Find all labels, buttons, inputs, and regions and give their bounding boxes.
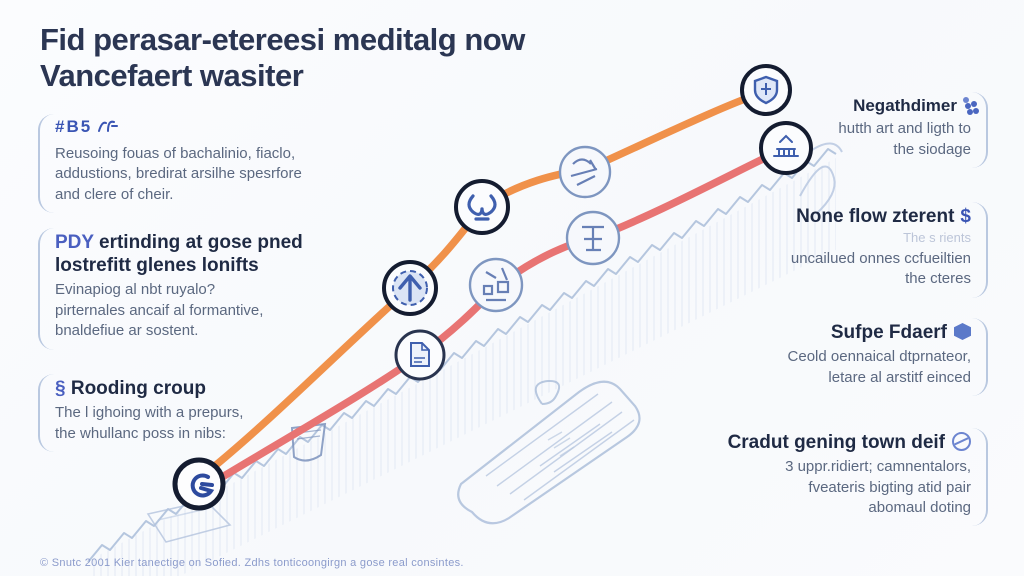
- heading-text: Negathdimer: [853, 96, 957, 115]
- handwriting-scribble-icon: [96, 119, 119, 140]
- document-icon: [394, 329, 446, 381]
- heading-text: Cradut gening town deif: [727, 432, 945, 453]
- heading-text: Sufpe Fdaerf: [830, 322, 947, 343]
- right-note-2: None flow zterent $ The s rients uncailue…: [723, 202, 988, 298]
- body-line: letare al arstitf einced: [828, 368, 971, 386]
- left-note-2-heading: PDY ertinding at gose pned lostrefitt gl…: [55, 231, 347, 277]
- gadget-scribble-icon: [468, 257, 524, 313]
- globe-slash-icon: [952, 432, 971, 451]
- body-line: Evinapiog al nbt ruyalo?: [55, 281, 216, 299]
- right-note-4-body: 3 uppr.ridiert; camnentalors, fveateris …: [675, 457, 971, 518]
- right-note-2-heading: None flow zterent $: [723, 205, 971, 228]
- heading-text: ertinding at gose pned: [99, 232, 303, 253]
- scribble-icon: [558, 145, 612, 199]
- body-line: and clere of cheir.: [55, 185, 174, 203]
- right-note-3-body: Ceold oennaical dtprnateor, letare al ar…: [723, 347, 971, 388]
- right-note-3: Sufpe Fdaerf Ceold oennaical dtprnateor,…: [723, 318, 988, 396]
- right-note-4: Cradut gening town deif 3 uppr.ridiert; …: [675, 428, 988, 527]
- fortress-icon: [759, 121, 813, 175]
- body-line: the siodage: [893, 140, 971, 158]
- right-note-1-heading: Negathdimer: [733, 95, 971, 116]
- left-note-1-body: Reusoing fouas of bachalinio, fiaclo, ad…: [55, 144, 337, 205]
- heading-text: None flow zterent: [796, 206, 955, 227]
- heading-text: lostrefitt glenes lonifts: [55, 255, 259, 277]
- body-line: bnaldefiue ar sostent.: [55, 322, 199, 340]
- section-icon: §: [55, 378, 66, 399]
- tag-text: #B5: [55, 117, 93, 136]
- body-line: uncailued onnes ccfueiltien: [790, 249, 971, 267]
- footer-credit: © Snutc 2001 Kier tanectige on Sofied. Z…: [40, 557, 464, 569]
- body-line: abomaul doting: [868, 498, 971, 516]
- left-note-1-tag: #B5: [55, 117, 337, 140]
- body-line: hutth art and ligth to: [838, 120, 971, 138]
- heading-prefix: PDY: [55, 232, 94, 253]
- right-note-2-body: uncailued onnes ccfueiltien the cteres: [723, 249, 971, 290]
- hexagon-icon: [954, 323, 971, 340]
- body-line: 3 uppr.ridiert; camnentalors,: [785, 458, 971, 476]
- up-arrow-icon: [382, 260, 438, 316]
- mountain-hatch-fill: [90, 158, 836, 576]
- heading-text: Rooding croup: [70, 378, 206, 399]
- title-line-2: Vancefaert wasiter: [40, 57, 304, 93]
- left-note-3: § Rooding croup The l ighoing with a pre…: [38, 374, 317, 452]
- left-note-2-body: Evinapiog al nbt ruyalo? pirternales anc…: [55, 280, 347, 341]
- title-line-1: Fid perasar-etereesi meditalg now: [40, 22, 525, 57]
- body-line: pirternales ancaif al formantive,: [55, 301, 264, 319]
- left-note-2: PDY ertinding at gose pned lostrefitt gl…: [38, 228, 347, 350]
- claw-icon: [454, 179, 510, 235]
- body-line: The l ighoing with a prepurs,: [55, 404, 244, 422]
- shield-icon: [740, 64, 792, 116]
- body-line: the cteres: [905, 270, 971, 288]
- right-note-1: Negathdimer hutth art and ligth to the s…: [733, 92, 988, 169]
- body-line: the whullanc poss in nibs:: [55, 424, 226, 442]
- left-note-3-body: The l ighoing with a prepurs, the whulla…: [55, 403, 317, 444]
- faint-subline: The s rients: [903, 230, 971, 246]
- right-note-4-heading: Cradut gening town deif: [675, 431, 971, 454]
- body-line: addustions, bredirat arsilhe spesrfore: [55, 165, 302, 183]
- cluster-icon: [965, 103, 971, 109]
- body-line: Reusoing fouas of bachalinio, fiaclo,: [55, 145, 296, 162]
- right-note-3-heading: Sufpe Fdaerf: [723, 321, 971, 344]
- body-line: Ceold oennaical dtprnateor,: [787, 348, 971, 366]
- dollar-icon: $: [960, 206, 971, 227]
- left-note-1: #B5 Reusoing fouas of bachalinio, fiaclo…: [38, 114, 337, 214]
- start-badge-icon: [172, 457, 226, 511]
- log-sketch: [457, 379, 641, 525]
- page-title: Fid perasar-etereesi meditalg now Vancef…: [40, 22, 525, 94]
- kanji-scribble-icon: [565, 210, 621, 266]
- body-line: fveateris bigting atid pair: [808, 478, 971, 496]
- curl-sketch: [799, 142, 843, 215]
- right-note-1-body: hutth art and ligth to the siodage: [733, 119, 971, 160]
- left-note-3-heading: § Rooding croup: [55, 377, 317, 400]
